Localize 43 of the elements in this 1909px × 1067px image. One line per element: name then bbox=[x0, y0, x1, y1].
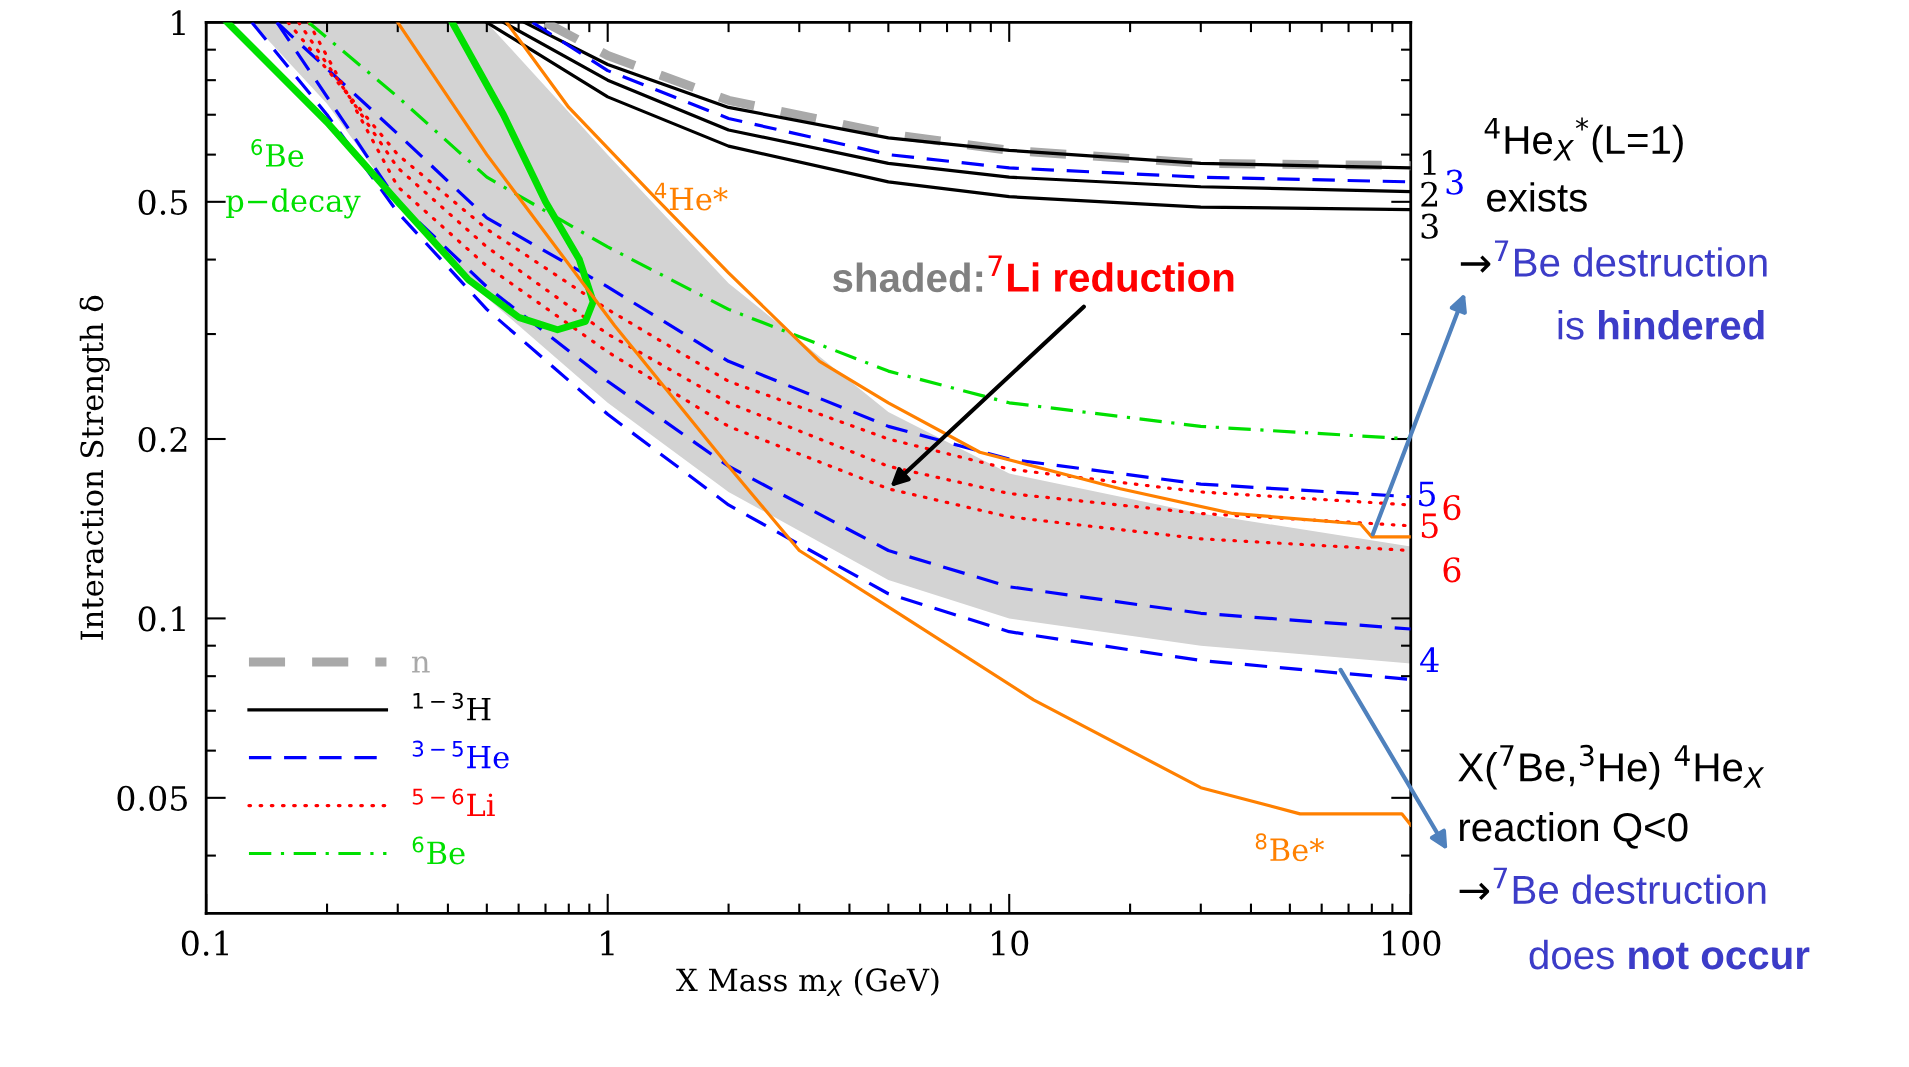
y-axis-title: Interaction Strength δ bbox=[79, 295, 110, 640]
text: hindered bbox=[1599, 310, 1764, 340]
annotation: → bbox=[1460, 255, 1491, 273]
annotation: 6 bbox=[1443, 494, 1461, 521]
text: → bbox=[1459, 882, 1490, 900]
text: X($^{7}$Be,$^{3}$He) $^{4}$He$_{X}$ bbox=[1458, 744, 1765, 790]
annotation: 5 bbox=[1421, 513, 1438, 539]
text: is bbox=[1558, 310, 1584, 340]
annotation: $^{4}$He* bbox=[654, 182, 728, 211]
legend-label: $^{6}$Be bbox=[412, 836, 465, 865]
y-tick-label: 0.1 bbox=[138, 606, 185, 632]
legend-label: n bbox=[412, 656, 430, 673]
x-tick-label: 100 bbox=[1383, 930, 1441, 956]
legend-label: $^{5−6}$Li bbox=[412, 788, 495, 817]
text: exists bbox=[1487, 182, 1587, 212]
text: $^{4}$He$_{X}$$^{*}$(L=1) bbox=[1484, 117, 1683, 163]
annotation: $^{7}$Li reduction bbox=[988, 255, 1234, 292]
x-tick-label: 1 bbox=[601, 930, 614, 956]
annotation: p−decay bbox=[226, 188, 361, 219]
y-tick-label: 1 bbox=[172, 10, 185, 36]
legend-label: $^{3−5}$He bbox=[412, 740, 509, 769]
annotation: 3 bbox=[1421, 213, 1438, 239]
annotation: $^{8}$Be* bbox=[1255, 833, 1325, 862]
text: does bbox=[1529, 939, 1614, 970]
text: $^{7}$Be destruction bbox=[1494, 240, 1767, 277]
text: not occur bbox=[1629, 942, 1810, 970]
x-tick-label: 10 bbox=[992, 930, 1029, 956]
x-tick-label: 0.1 bbox=[181, 930, 228, 956]
legend-label: $^{1−3}$H bbox=[413, 692, 491, 721]
annotation: 2 bbox=[1421, 181, 1438, 207]
annotation: 4 bbox=[1420, 647, 1439, 672]
text: reaction Q<0 bbox=[1459, 811, 1688, 849]
annotation: 6 bbox=[1443, 557, 1461, 583]
text: $^{7}$Be destruction bbox=[1493, 867, 1766, 905]
y-tick-label: 0.5 bbox=[138, 189, 187, 215]
annotation: 1 bbox=[1423, 150, 1436, 175]
y-tick-label: 0.05 bbox=[117, 785, 187, 811]
y-tick-label: 0.2 bbox=[138, 426, 187, 453]
annotation: 3 bbox=[1446, 169, 1463, 195]
annotation: shaded: bbox=[832, 262, 983, 293]
annotation: $^{6}$Be bbox=[251, 138, 304, 167]
x-axis-title: X Mass m$_{X}$ (GeV) bbox=[676, 967, 939, 997]
annotation: 5 bbox=[1419, 481, 1435, 507]
